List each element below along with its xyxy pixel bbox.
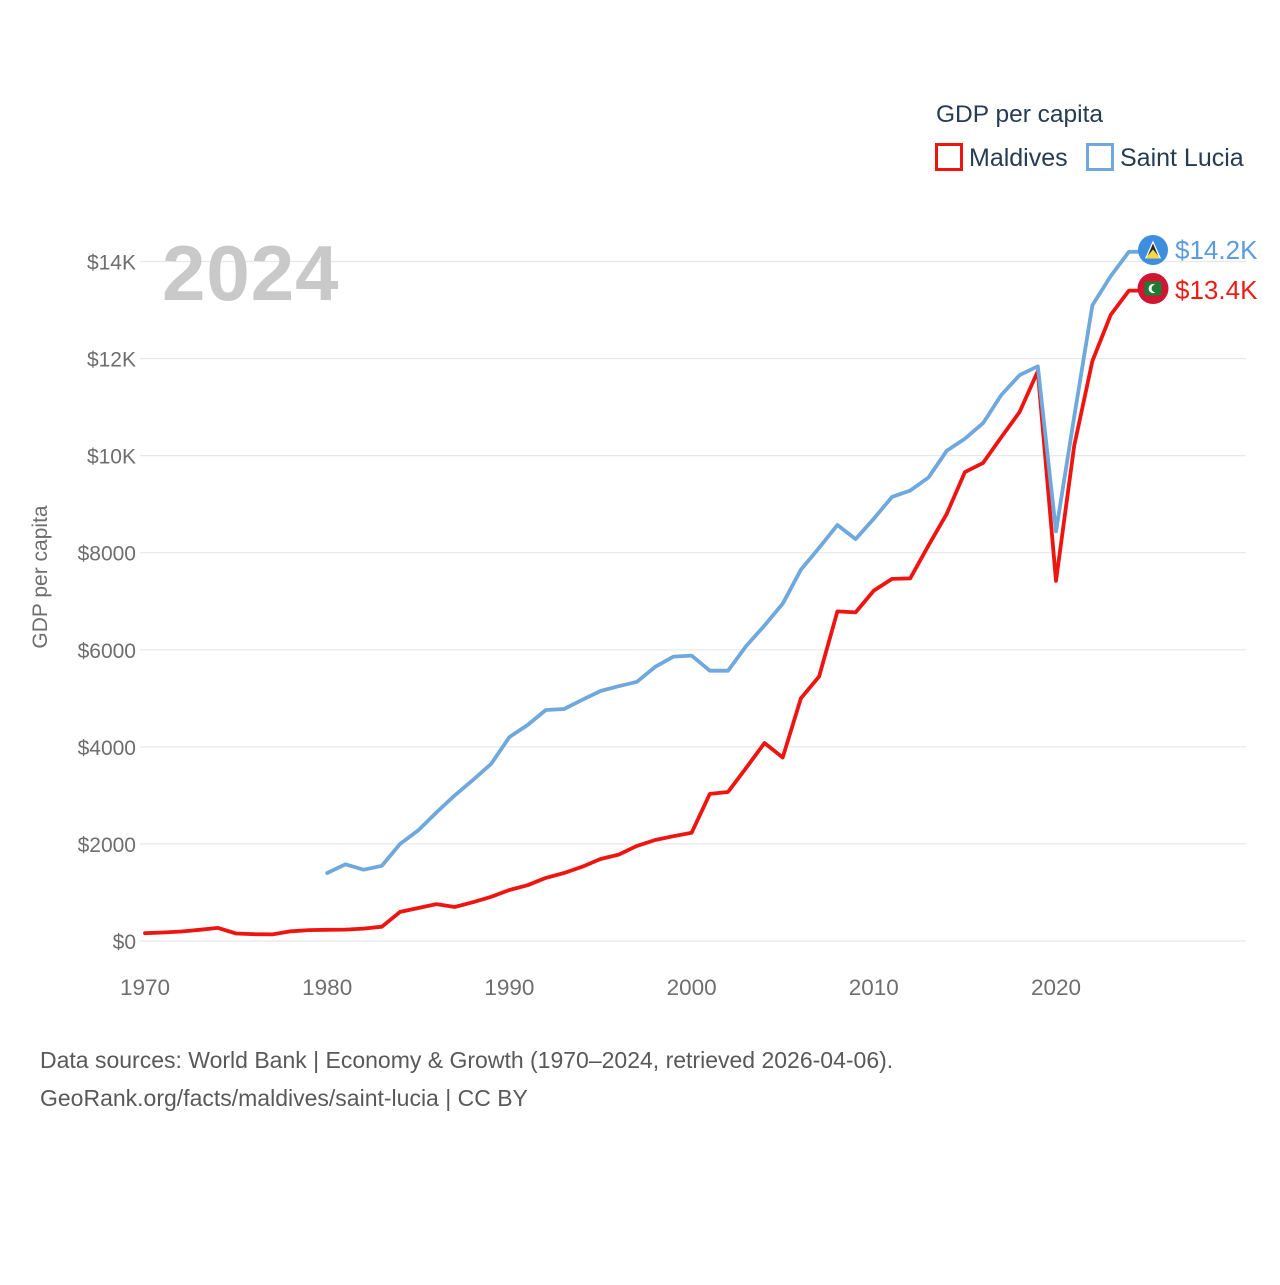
x-tick-label: 1980 — [302, 975, 352, 1000]
x-tick-label: 2000 — [667, 975, 717, 1000]
x-tick-label: 1990 — [484, 975, 534, 1000]
end-value-saint-lucia: $14.2K — [1175, 235, 1258, 265]
y-tick-labels-group: $14K $12K $10K $8000 $6000 $4000 $2000 $0 — [78, 252, 136, 955]
x-tick-label: 2010 — [849, 975, 899, 1000]
legend-swatch-saint-lucia[interactable] — [1086, 143, 1114, 171]
footer-attribution: GeoRank.org/facts/maldives/saint-lucia |… — [40, 1085, 528, 1111]
maldives-line — [143, 288, 1143, 937]
x-tick-labels-group: 1970 1980 1990 2000 2010 2020 — [120, 975, 1081, 1000]
saint-lucia-flag-icon — [1138, 235, 1168, 265]
y-tick-label: $2000 — [78, 834, 136, 857]
y-tick-label: $14K — [87, 252, 136, 275]
x-tick-label: 2020 — [1031, 975, 1081, 1000]
y-tick-label: $4000 — [78, 737, 136, 760]
x-tick-label: 1970 — [120, 975, 170, 1000]
legend-swatch-maldives[interactable] — [935, 143, 963, 171]
maldives-flag-icon — [1137, 273, 1169, 304]
gridlines-group — [140, 260, 1246, 942]
watermark-year: 2024 — [162, 229, 340, 317]
y-tick-label: $10K — [87, 446, 136, 469]
footer-data-sources: Data sources: World Bank | Economy & Gro… — [40, 1047, 894, 1073]
y-tick-label: $8000 — [78, 543, 136, 566]
footer: Data sources: World Bank | Economy & Gro… — [40, 1041, 893, 1117]
legend-label-maldives[interactable]: Maldives — [969, 144, 1068, 172]
legend-title: GDP per capita — [936, 101, 1103, 128]
end-value-maldives: $13.4K — [1175, 275, 1258, 305]
y-tick-label: $12K — [87, 349, 136, 372]
series-lines-group — [143, 249, 1143, 937]
legend-label-saint-lucia[interactable]: Saint Lucia — [1120, 144, 1244, 172]
y-tick-label: $6000 — [78, 640, 136, 663]
saint-lucia-line — [325, 249, 1143, 875]
y-tick-label: $0 — [113, 931, 136, 954]
legend: GDP per capita Maldives Saint Lucia — [935, 101, 1244, 172]
y-axis-title: GDP per capita — [29, 505, 52, 649]
